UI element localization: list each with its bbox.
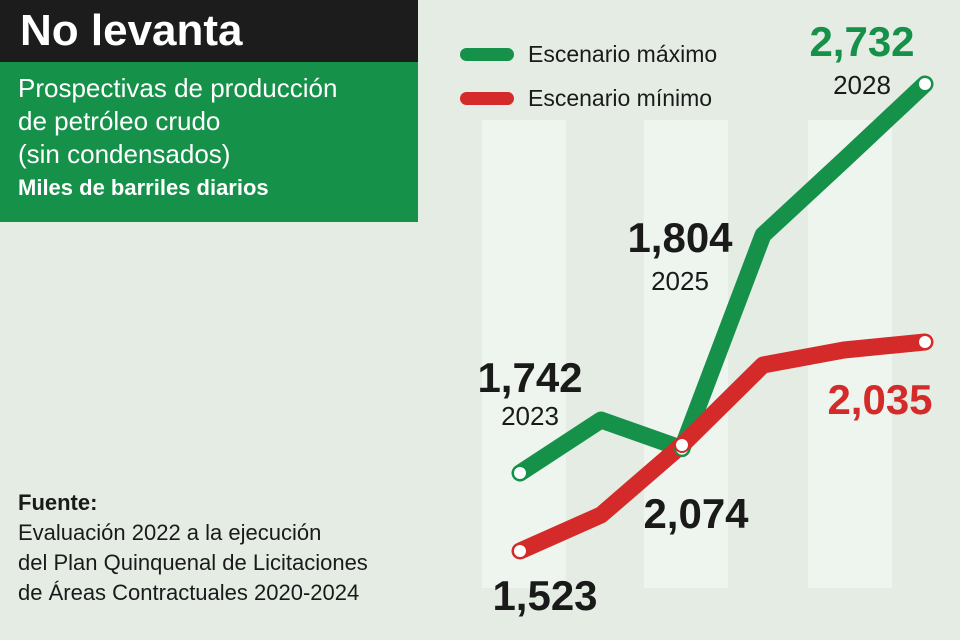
subtitle-line-2: de petróleo crudo <box>18 106 221 136</box>
legend-label-max: Escenario máximo <box>528 40 718 67</box>
series-0-point-0 <box>512 465 528 481</box>
subtitle-line-3: (sin condensados) <box>18 139 231 169</box>
series-line-0 <box>511 75 934 482</box>
value-label-0-0: 1,742 <box>477 354 582 401</box>
value-label-1-5: 2,035 <box>827 376 932 423</box>
series-0-point-5 <box>917 76 933 92</box>
source-title: Fuente: <box>18 490 98 515</box>
year-label-0-0: 2023 <box>501 401 559 431</box>
series-markers <box>512 76 933 559</box>
source-line-1: Evaluación 2022 a la ejecución <box>18 520 322 545</box>
value-label-0-5: 2,732 <box>809 18 914 65</box>
value-label-1-0: 1,523 <box>492 572 597 619</box>
legend-swatch-max <box>460 47 514 61</box>
year-label-0-2: 2025 <box>651 266 709 296</box>
legend: Escenario máximo Escenario mínimo <box>460 32 717 120</box>
series-1-point-2 <box>674 437 690 453</box>
source-line-2: del Plan Quinquenal de Licitaciones <box>18 550 368 575</box>
source-line-3: de Áreas Contractuales 2020-2024 <box>18 580 360 605</box>
legend-item-max: Escenario máximo <box>460 32 717 76</box>
source-note: Fuente: Evaluación 2022 a la ejecución d… <box>18 488 368 608</box>
legend-swatch-min <box>460 91 514 105</box>
legend-label-min: Escenario mínimo <box>528 84 713 111</box>
value-label-0-2: 1,804 <box>627 214 733 261</box>
series-line-1 <box>511 333 934 560</box>
legend-item-min: Escenario mínimo <box>460 76 717 120</box>
subtitle-line-1: Prospectivas de producción <box>18 73 338 103</box>
unit-label: Miles de barriles diarios <box>18 175 269 200</box>
series-1-point-5 <box>917 334 933 350</box>
series-lines <box>511 75 934 560</box>
series-1-point-0 <box>512 543 528 559</box>
page-title: No levanta <box>0 0 418 62</box>
year-label-0-5: 2028 <box>833 70 891 100</box>
year-band-0 <box>482 120 566 588</box>
value-label-1-2: 2,074 <box>643 490 749 537</box>
subtitle-box: Prospectivas de producción de petróleo c… <box>0 62 418 222</box>
